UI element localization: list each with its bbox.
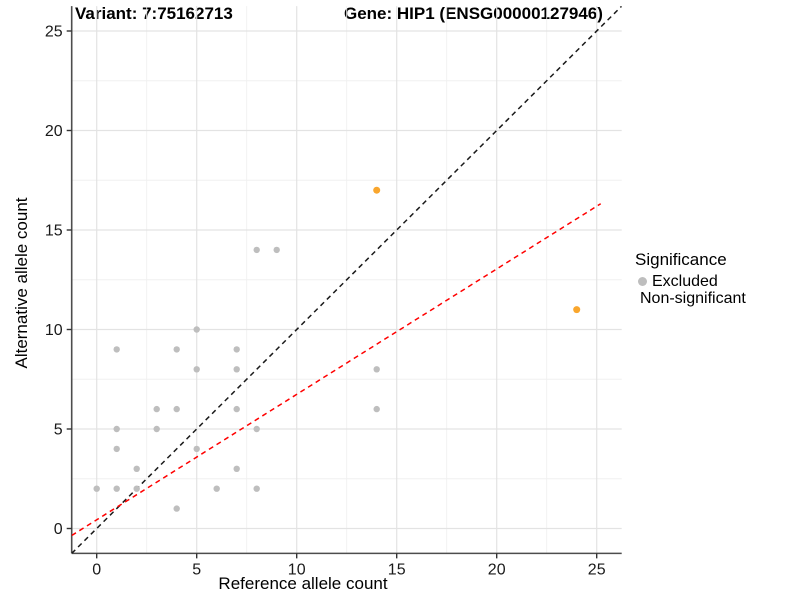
series-non-significant (373, 186, 581, 314)
data-point-excluded (113, 425, 120, 433)
data-point-excluded (173, 505, 180, 512)
data-point-excluded (233, 346, 240, 353)
data-point-excluded (233, 366, 240, 373)
data-point-excluded (233, 465, 240, 472)
x-tick-label: 15 (388, 561, 406, 578)
data-point-excluded (253, 485, 260, 492)
data-point-excluded (113, 445, 120, 453)
data-point-excluded (193, 445, 200, 453)
fit-line (71, 203, 602, 537)
legend-title: Significance (635, 250, 727, 269)
legend-item-label: Non-significant (640, 289, 746, 307)
data-point-excluded (153, 405, 160, 413)
data-point-excluded (373, 405, 380, 413)
x-tick-label: 0 (92, 561, 101, 578)
y-tick-label: 20 (45, 123, 63, 140)
data-point-excluded (193, 326, 200, 333)
data-point-excluded (93, 485, 100, 492)
plot-title-gene: Gene: HIP1 (ENSG00000127946) (344, 4, 603, 23)
y-tick-label: 0 (54, 521, 63, 538)
data-point-excluded (193, 366, 200, 373)
data-point-excluded (113, 346, 120, 353)
data-point-excluded (213, 485, 220, 492)
data-point-excluded (373, 366, 380, 373)
data-point-excluded (173, 346, 180, 353)
data-point-excluded (173, 405, 180, 413)
x-tick-label: 5 (192, 561, 201, 578)
plot-title-variant: Variant: 7:75162713 (75, 4, 233, 23)
excluded-point-swatch (638, 277, 647, 286)
x-tick-label: 10 (288, 561, 306, 578)
y-tick-label: 25 (45, 24, 63, 41)
legend-item-non-significant: Non-significant (635, 290, 746, 307)
x-tick-label: 20 (488, 561, 506, 578)
data-point-excluded (153, 425, 160, 433)
x-axis-title: Reference allele count (218, 574, 388, 593)
data-point-excluded (113, 485, 120, 492)
legend-item-excluded: Excluded (635, 273, 746, 290)
data-point-excluded (133, 465, 140, 472)
y-tick-label: 5 (54, 422, 63, 439)
identity-line (71, 6, 622, 554)
legend: Significance Excluded Non-significant (635, 250, 746, 307)
legend-item-label: Excluded (652, 272, 718, 290)
data-point-non-significant (373, 186, 381, 194)
data-point-excluded (253, 246, 260, 254)
x-tick-label: 25 (588, 561, 606, 578)
data-point-excluded (273, 246, 280, 254)
data-point-excluded (233, 405, 240, 413)
y-tick-label: 10 (45, 322, 63, 339)
data-point-non-significant (573, 306, 581, 314)
y-tick-label: 15 (45, 223, 63, 240)
data-point-excluded (253, 425, 260, 433)
y-axis-title: Alternative allele count (12, 197, 31, 369)
series-excluded (93, 246, 380, 512)
data-point-excluded (133, 485, 140, 492)
